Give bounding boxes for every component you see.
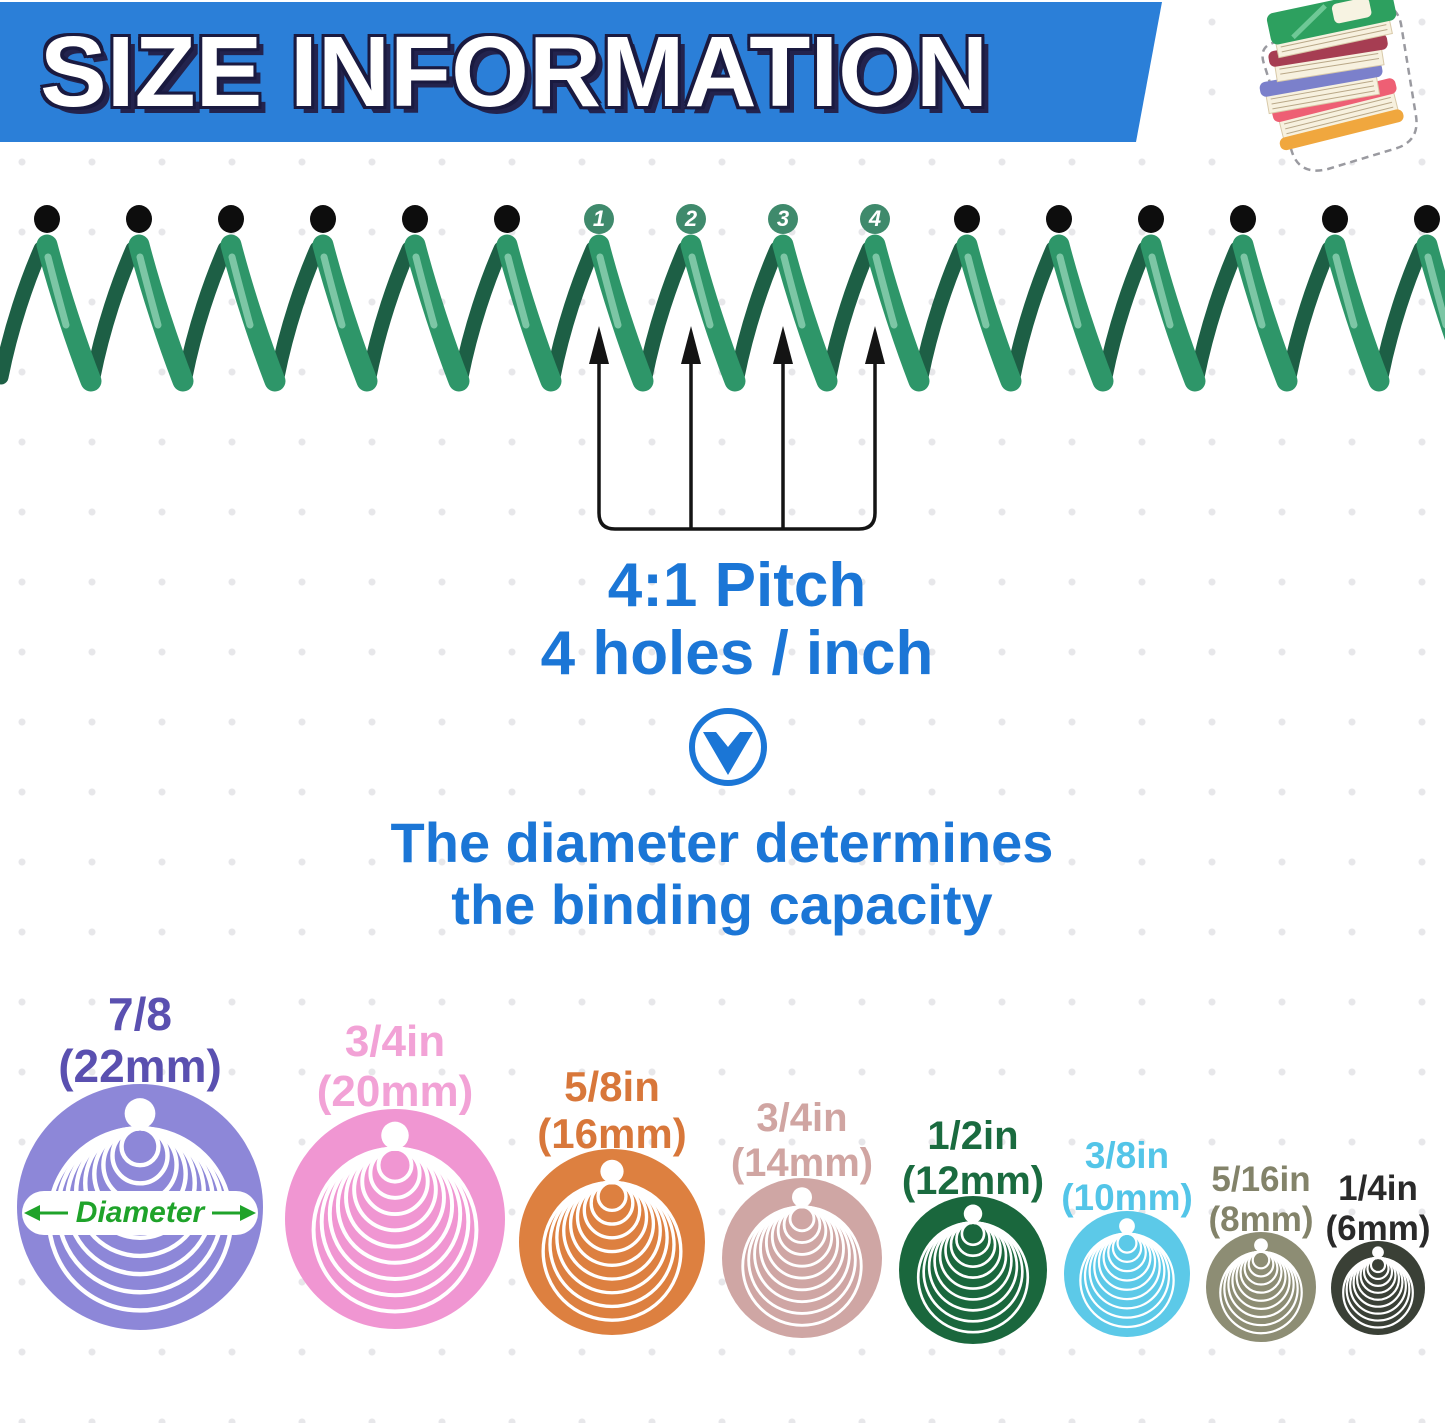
pitch-subtitle: 4 holes / inch	[540, 619, 934, 688]
book-maroon	[1268, 33, 1388, 83]
book-green	[1266, 0, 1397, 59]
coil-end-view-disc	[519, 1149, 705, 1335]
note-line-2: the binding capacity	[451, 873, 993, 936]
diameter-label: Diameter	[22, 1191, 258, 1235]
coil-end-view-disc	[1331, 1241, 1425, 1335]
pitch-arrows-bracket	[589, 326, 885, 531]
coil-end-view-disc	[722, 1178, 882, 1338]
coil-end-view-disc	[1206, 1232, 1316, 1342]
header-banner: SIZE INFORMATION	[0, 2, 1162, 142]
chevron-down-circle-icon	[689, 708, 767, 786]
coil-end-view-disc	[1064, 1211, 1190, 1337]
size-label: 3/4in (14mm)	[730, 1096, 874, 1185]
hole-number-badge-4: 4	[860, 204, 890, 234]
note-line-1: The diameter determines	[390, 811, 1054, 874]
coil-end-view-disc	[285, 1109, 505, 1329]
hole-number-badge-2: 2	[676, 204, 706, 234]
coil-end-view-disc	[899, 1196, 1047, 1344]
hole-number-badge-3: 3	[768, 204, 798, 234]
books-stack-icon	[1259, 0, 1418, 172]
pitch-text-block: 4:1 Pitch 4 holes / inch	[337, 552, 1137, 688]
size-label: 1/2in (12mm)	[901, 1114, 1045, 1203]
pitch-title: 4:1 Pitch	[607, 551, 867, 620]
diameter-callout: Diameter	[22, 1191, 258, 1235]
note-text-block: The diameter determines the binding capa…	[222, 812, 1222, 936]
book-blue	[1259, 62, 1383, 115]
size-label: 7/8 (22mm)	[58, 988, 222, 1092]
punch-holes	[34, 205, 1440, 233]
page-title: SIZE INFORMATION	[40, 16, 989, 128]
size-label: 3/4in (20mm)	[316, 1017, 474, 1116]
hole-number-badge-1: 1	[584, 204, 614, 234]
